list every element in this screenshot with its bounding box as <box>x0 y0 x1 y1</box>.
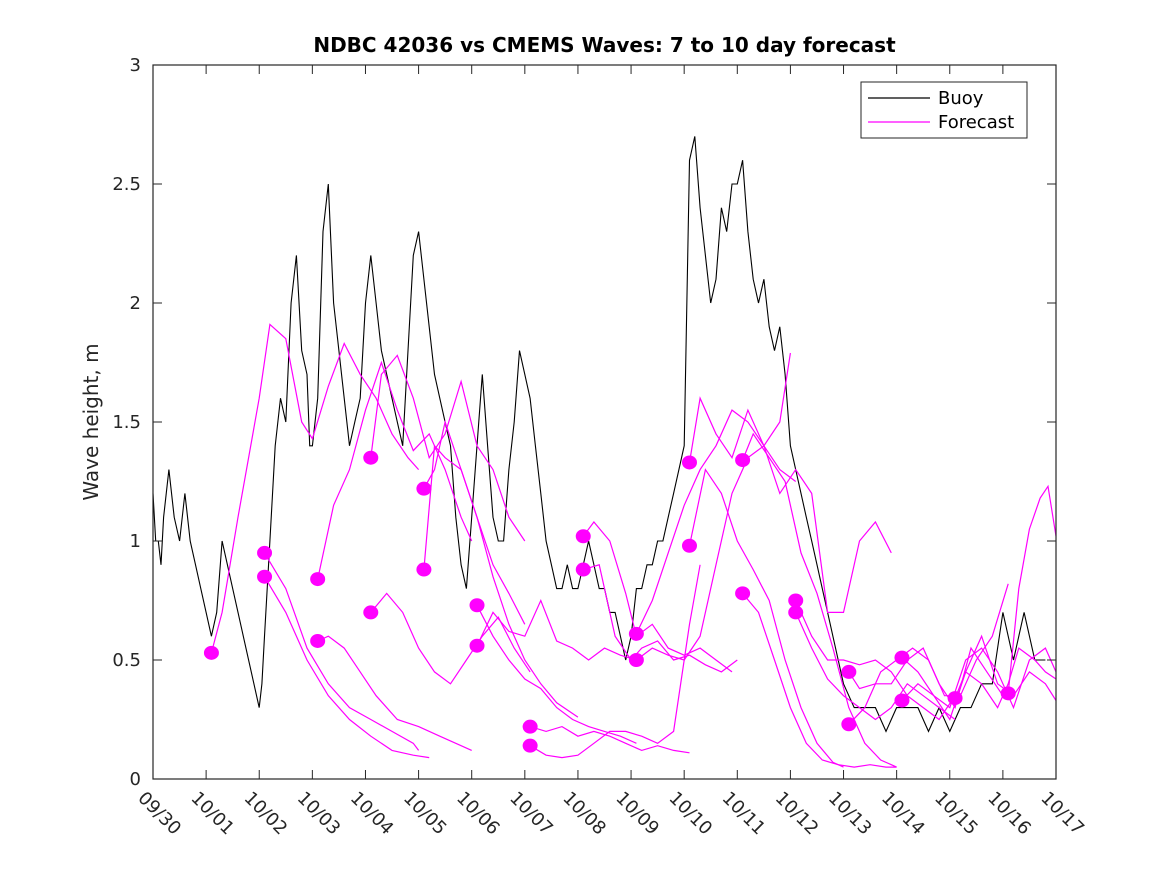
x-tick-label: 10/01 <box>187 788 239 840</box>
legend-label-forecast: Forecast <box>938 112 1014 133</box>
forecast-start-marker <box>1000 686 1016 701</box>
forecast-start-marker <box>363 605 379 620</box>
forecast-start-marker <box>681 538 697 553</box>
forecast-line <box>476 598 637 661</box>
forecast-start-marker <box>575 562 591 577</box>
x-tick-label: 10/16 <box>983 788 1035 840</box>
forecast-line <box>848 646 1004 710</box>
forecast-start-marker <box>788 605 804 620</box>
y-tick-label: 0.5 <box>112 650 141 671</box>
plot-background <box>153 65 1056 779</box>
forecast-line <box>954 647 1057 709</box>
forecast-line <box>688 468 844 768</box>
x-tick-label: 10/05 <box>399 788 451 840</box>
forecast-line <box>635 409 797 635</box>
forecast-line <box>370 592 531 685</box>
x-tick-label: 10/06 <box>452 788 504 840</box>
forecast-start-marker <box>257 569 273 584</box>
forecast-line <box>795 600 956 721</box>
forecast-line <box>636 352 791 661</box>
forecast-start-marker <box>894 693 910 708</box>
x-tick-label: 10/10 <box>665 788 717 840</box>
x-tick-label: 10/14 <box>877 788 929 840</box>
x-tick-label: 10/02 <box>240 788 292 840</box>
forecast-start-marker <box>310 633 326 648</box>
forecast-line <box>423 419 579 718</box>
forecast-start-marker <box>681 455 697 470</box>
forecast-start-marker <box>628 626 644 641</box>
forecast-start-marker <box>416 562 432 577</box>
forecast-start-marker <box>203 645 219 660</box>
buoy-line <box>152 136 1046 733</box>
chart-title: NDBC 42036 vs CMEMS Waves: 7 to 10 day f… <box>313 33 896 57</box>
forecast-start-marker <box>788 593 804 608</box>
forecast-start-marker <box>469 598 485 613</box>
forecast-line <box>263 576 430 759</box>
forecast-line <box>848 583 1009 725</box>
x-tick-label: 10/09 <box>612 788 664 840</box>
y-axis-label: Wave height, m <box>79 343 103 500</box>
forecast-line <box>742 432 897 768</box>
x-tick-label: 10/03 <box>293 788 345 840</box>
forecast-start-marker <box>363 450 379 465</box>
forecast-start-marker <box>841 717 857 732</box>
forecast-start-marker <box>522 738 538 753</box>
data-layer <box>152 136 1057 768</box>
forecast-line <box>370 354 526 542</box>
forecast-line <box>688 396 892 613</box>
forecast-start-marker <box>257 545 273 560</box>
legend-label-buoy: Buoy <box>938 88 984 109</box>
forecast-start-marker <box>947 691 963 706</box>
forecast-start-marker <box>575 529 591 544</box>
x-tick-label: 10/17 <box>1036 788 1088 840</box>
forecast-line <box>582 521 733 673</box>
forecast-line <box>583 564 738 673</box>
x-tick-label: 10/08 <box>558 788 610 840</box>
y-tick-label: 0 <box>130 769 141 790</box>
forecast-start-marker <box>416 481 432 496</box>
forecast-line <box>317 635 472 751</box>
x-tick-label: 10/11 <box>718 788 770 840</box>
forecast-line <box>476 605 637 744</box>
forecast-start-marker <box>628 653 644 667</box>
x-tick-label: 10/07 <box>505 788 557 840</box>
forecast-start-marker <box>894 650 910 665</box>
x-tick-label: 10/04 <box>346 788 398 840</box>
forecast-line <box>795 612 956 721</box>
forecast-line <box>263 552 420 751</box>
x-tick-label: 10/13 <box>824 788 876 840</box>
forecast-start-marker <box>735 586 751 601</box>
y-tick-label: 1.5 <box>112 412 141 433</box>
legend: Buoy Forecast <box>860 81 1028 139</box>
forecast-start-marker <box>735 453 751 468</box>
forecast-line <box>901 634 1057 721</box>
y-tick-label: 1 <box>130 531 141 552</box>
legend-box <box>860 81 1028 139</box>
forecast-line <box>210 323 420 654</box>
forecast-line <box>529 564 701 759</box>
x-tick-label: 10/15 <box>930 788 982 840</box>
forecast-line <box>317 360 473 580</box>
y-tick-label: 3 <box>130 55 141 76</box>
forecast-line <box>1007 484 1057 694</box>
forecast-line <box>423 444 526 625</box>
y-tick-label: 2.5 <box>112 174 141 195</box>
forecast-start-marker <box>310 572 326 587</box>
plot-area <box>153 65 1056 779</box>
forecast-line <box>529 725 690 754</box>
x-tick-label: 09/30 <box>133 788 185 840</box>
x-tick-label: 10/12 <box>771 788 823 840</box>
forecast-line <box>901 647 1057 710</box>
forecast-start-marker <box>841 664 857 679</box>
forecast-start-marker <box>469 638 485 653</box>
forecast-start-marker <box>522 719 538 734</box>
forecast-line <box>742 593 897 768</box>
y-tick-label: 2 <box>130 293 141 314</box>
